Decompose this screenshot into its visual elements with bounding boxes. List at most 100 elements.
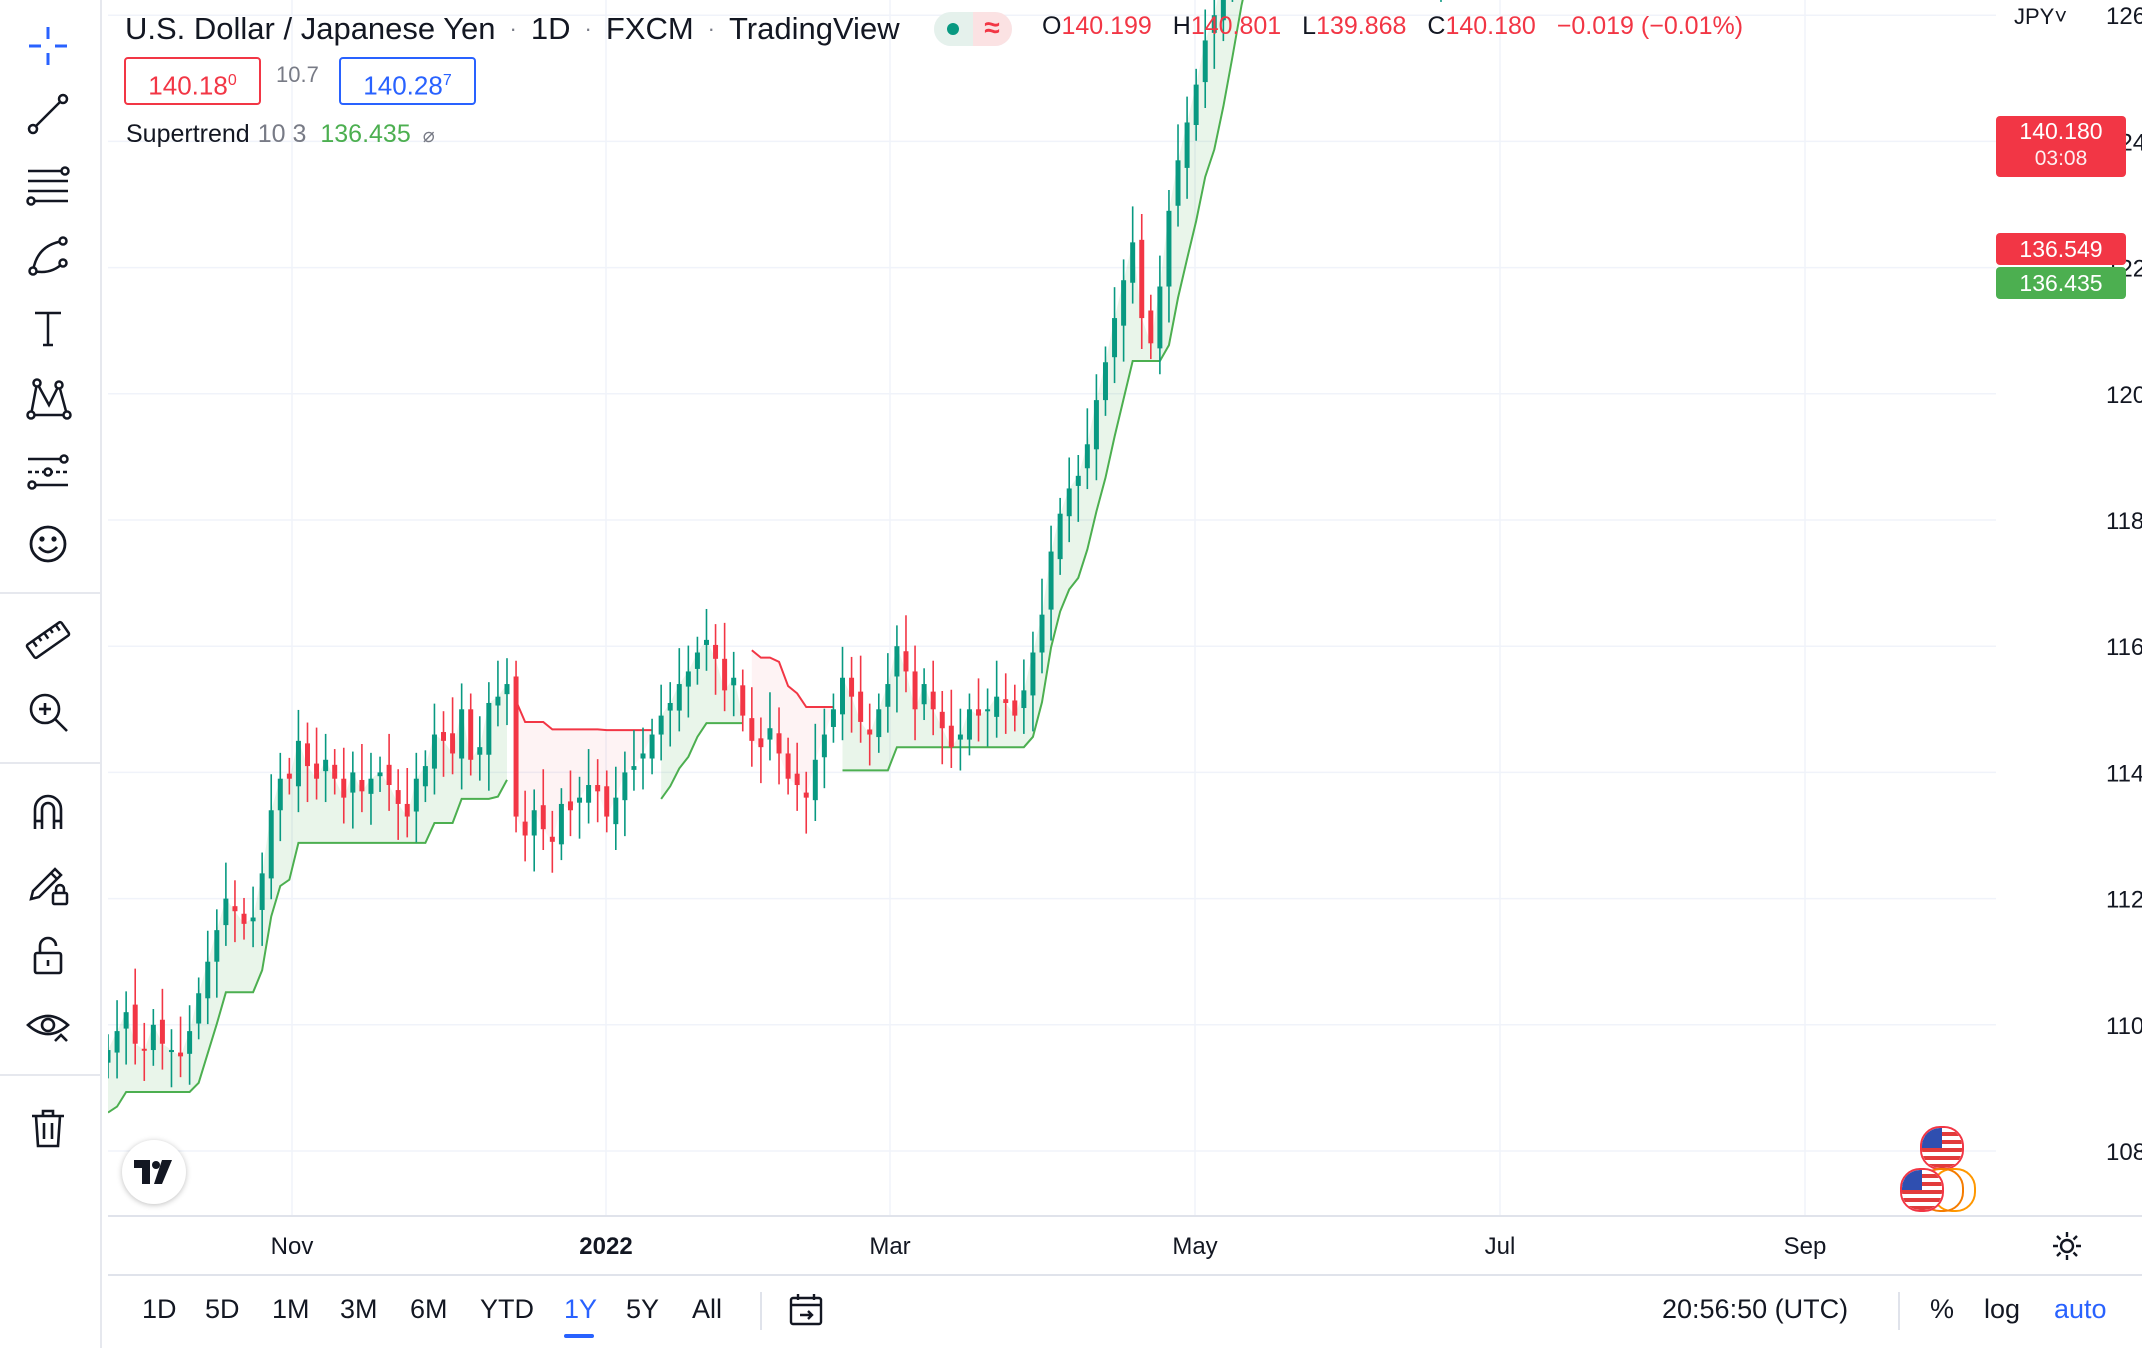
candle-body xyxy=(558,803,564,845)
candle-body xyxy=(658,715,664,735)
currency-selector[interactable]: JPY˅ xyxy=(2014,4,2068,29)
go-to-date-icon[interactable] xyxy=(786,1290,826,1330)
magnet-icon[interactable] xyxy=(20,784,76,840)
candle-body xyxy=(785,753,791,779)
open-label: O xyxy=(1042,12,1062,40)
range-button-5d[interactable]: 5D xyxy=(205,1294,240,1324)
tradingview-logo[interactable] xyxy=(122,1140,186,1204)
range-button-ytd[interactable]: YTD xyxy=(480,1294,534,1324)
range-button-5y[interactable]: 5Y xyxy=(626,1294,660,1324)
candle-body xyxy=(1048,551,1054,610)
candle-body xyxy=(459,709,465,759)
candle-body xyxy=(567,801,573,811)
buy-price-pip: 7 xyxy=(442,72,452,89)
market-status-pill[interactable]: ≈ xyxy=(933,12,1012,46)
range-button-6m[interactable]: 6M xyxy=(410,1294,448,1324)
candle-body xyxy=(767,728,773,740)
lock-drawing-pencil-icon[interactable] xyxy=(20,856,76,912)
us-event-flag-icon-2[interactable] xyxy=(1900,1168,1944,1212)
hide-drawings-eye-icon[interactable] xyxy=(20,998,76,1054)
candle-body xyxy=(377,772,383,777)
candle-body xyxy=(713,644,719,659)
last-price-tag: 140.180 03:08 xyxy=(1996,116,2126,177)
candle-body xyxy=(214,930,220,962)
candle-body xyxy=(450,733,456,754)
range-button-1m[interactable]: 1M xyxy=(272,1294,310,1324)
low-value: 139.868 xyxy=(1316,12,1407,40)
emoji-icon[interactable] xyxy=(20,516,76,572)
candle-body xyxy=(876,709,882,738)
candle-body xyxy=(921,684,927,705)
trend-line-icon[interactable] xyxy=(20,86,76,142)
us-event-flag-icon[interactable] xyxy=(1920,1126,1964,1170)
supertrend-fill xyxy=(108,0,1243,1113)
market-open-dot-icon xyxy=(933,12,973,46)
candle-body xyxy=(794,773,800,786)
utc-clock[interactable]: 20:56:50 (UTC) xyxy=(1662,1294,1849,1324)
candle-body xyxy=(1193,84,1199,125)
fib-retracement-icon[interactable] xyxy=(20,158,76,214)
candle-body xyxy=(957,734,963,740)
candle-body xyxy=(776,733,782,754)
candle-body xyxy=(504,684,510,695)
candle-body xyxy=(295,740,301,787)
log-scale-toggle[interactable]: log xyxy=(1984,1294,2021,1324)
candle-body xyxy=(604,786,610,817)
candle-body xyxy=(1157,286,1163,349)
candle-body xyxy=(749,718,755,741)
pattern-tool-icon[interactable] xyxy=(20,370,76,426)
supertrend-fill-area xyxy=(661,639,743,799)
hidden-slash-icon[interactable]: ⌀ xyxy=(422,125,435,147)
price-axis-label: 118.000 xyxy=(2106,508,2142,535)
candle-body xyxy=(586,785,592,803)
text-tool-icon[interactable] xyxy=(20,300,76,356)
candle-body xyxy=(305,743,310,767)
active-range-underline xyxy=(564,1334,594,1338)
ohlc-values: O140.199 H140.801 L139.868 C140.180 −0.0… xyxy=(1028,12,1743,41)
ruler-icon[interactable] xyxy=(20,612,76,668)
range-button-1d[interactable]: 1D xyxy=(142,1294,177,1324)
candle-body xyxy=(404,803,410,817)
range-button-3m[interactable]: 3M xyxy=(340,1294,378,1324)
percent-scale-toggle[interactable]: % xyxy=(1930,1294,1955,1324)
price-chart[interactable]: 142.000140.000138.000136.000134.000132.0… xyxy=(108,0,2142,1274)
zoom-in-icon[interactable] xyxy=(20,684,76,740)
range-button-all[interactable]: All xyxy=(692,1294,723,1324)
forecasting-tool-icon[interactable] xyxy=(20,444,76,500)
buy-price-button[interactable]: 140.287 xyxy=(339,57,476,105)
candle-body xyxy=(187,1031,193,1054)
candle-body xyxy=(595,785,601,792)
crosshair-cursor-icon[interactable] xyxy=(20,18,76,74)
candle-body xyxy=(676,684,682,711)
candle-body xyxy=(141,1048,147,1051)
candle-body xyxy=(332,764,338,779)
candle-body xyxy=(159,1019,165,1044)
lock-icon[interactable] xyxy=(20,928,76,984)
candle-body xyxy=(259,873,265,910)
supertrend-green-tag: 136.435 xyxy=(1996,267,2126,299)
settings-gear-icon[interactable] xyxy=(2050,1229,2084,1263)
candle-body xyxy=(286,773,292,779)
auto-scale-toggle[interactable]: auto xyxy=(2054,1294,2107,1324)
candle-body xyxy=(948,725,954,748)
range-button-1y[interactable]: 1Y xyxy=(564,1294,598,1324)
candle-body xyxy=(1075,475,1081,486)
sell-price-button[interactable]: 140.180 xyxy=(124,57,261,105)
candle-body xyxy=(1139,239,1145,319)
brush-icon[interactable] xyxy=(20,228,76,284)
price-axis-label: 126.000 xyxy=(2106,3,2142,30)
time-axis-label: May xyxy=(1172,1233,1217,1260)
candle-body xyxy=(631,766,637,770)
candle-body xyxy=(722,658,728,691)
candle-body xyxy=(1030,652,1036,696)
change-value: −0.019 (−0.01%) xyxy=(1556,12,1744,40)
candle-body xyxy=(803,792,809,798)
indicator-legend[interactable]: Supertrend 10 3 136.435 ⌀ xyxy=(126,120,435,149)
supertrend-red-tag: 136.549 xyxy=(1996,233,2126,265)
candle-body xyxy=(196,993,202,1024)
candle-body xyxy=(1093,400,1099,450)
trash-icon[interactable] xyxy=(20,1100,76,1156)
symbol-title[interactable]: U.S. Dollar / Japanese Yen xyxy=(125,11,496,46)
candle-body xyxy=(1084,444,1090,469)
interval-label[interactable]: 1D xyxy=(530,11,571,46)
